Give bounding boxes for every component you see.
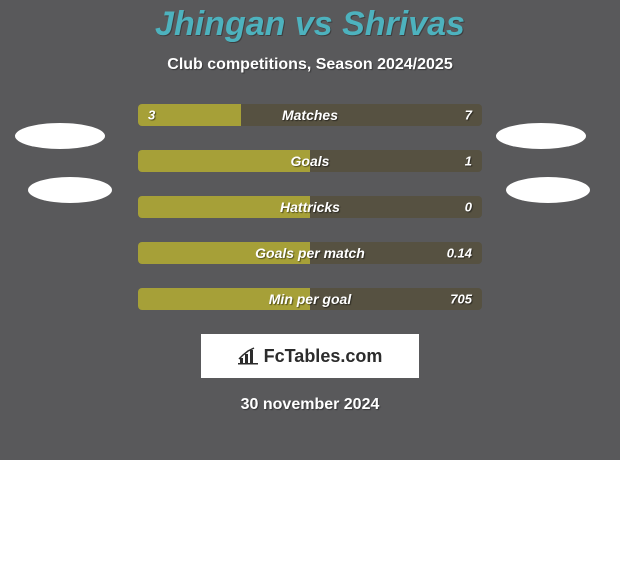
white-area — [0, 460, 620, 580]
stat-bar-row: 37Matches — [138, 104, 482, 126]
stat-bar-row: 0Hattricks — [138, 196, 482, 218]
bar-value-right: 705 — [450, 292, 472, 307]
bar-fill-left — [138, 104, 241, 126]
logo: FcTables.com — [238, 346, 383, 367]
bar-fill-left — [138, 196, 310, 218]
stat-bars: 37Matches 1Goals 0Hattricks 0.14Goals per m… — [138, 104, 482, 310]
logo-box: FcTables.com — [201, 334, 419, 378]
bar-value-right: 1 — [465, 154, 472, 169]
decor-ellipse — [15, 123, 105, 149]
stat-bar-row: 0.14Goals per match — [138, 242, 482, 264]
page-title: Jhingan vs Shrivas — [0, 0, 620, 44]
bar-value-right: 7 — [465, 108, 472, 123]
subtitle: Club competitions, Season 2024/2025 — [0, 56, 620, 74]
stat-bar-row: 705Min per goal — [138, 288, 482, 310]
date: 30 november 2024 — [0, 396, 620, 414]
logo-text: FcTables.com — [264, 346, 383, 367]
decor-ellipse — [506, 177, 590, 203]
decor-ellipse — [28, 177, 112, 203]
bar-fill-left — [138, 150, 310, 172]
comparison-card: Jhingan vs Shrivas Club competitions, Se… — [0, 0, 620, 460]
stat-bar-row: 1Goals — [138, 150, 482, 172]
bar-value-right: 0.14 — [447, 246, 472, 261]
bar-fill-left — [138, 288, 310, 310]
bar-fill-left — [138, 242, 310, 264]
decor-ellipse — [496, 123, 586, 149]
bar-value-right: 0 — [465, 200, 472, 215]
chart-icon — [238, 347, 260, 365]
